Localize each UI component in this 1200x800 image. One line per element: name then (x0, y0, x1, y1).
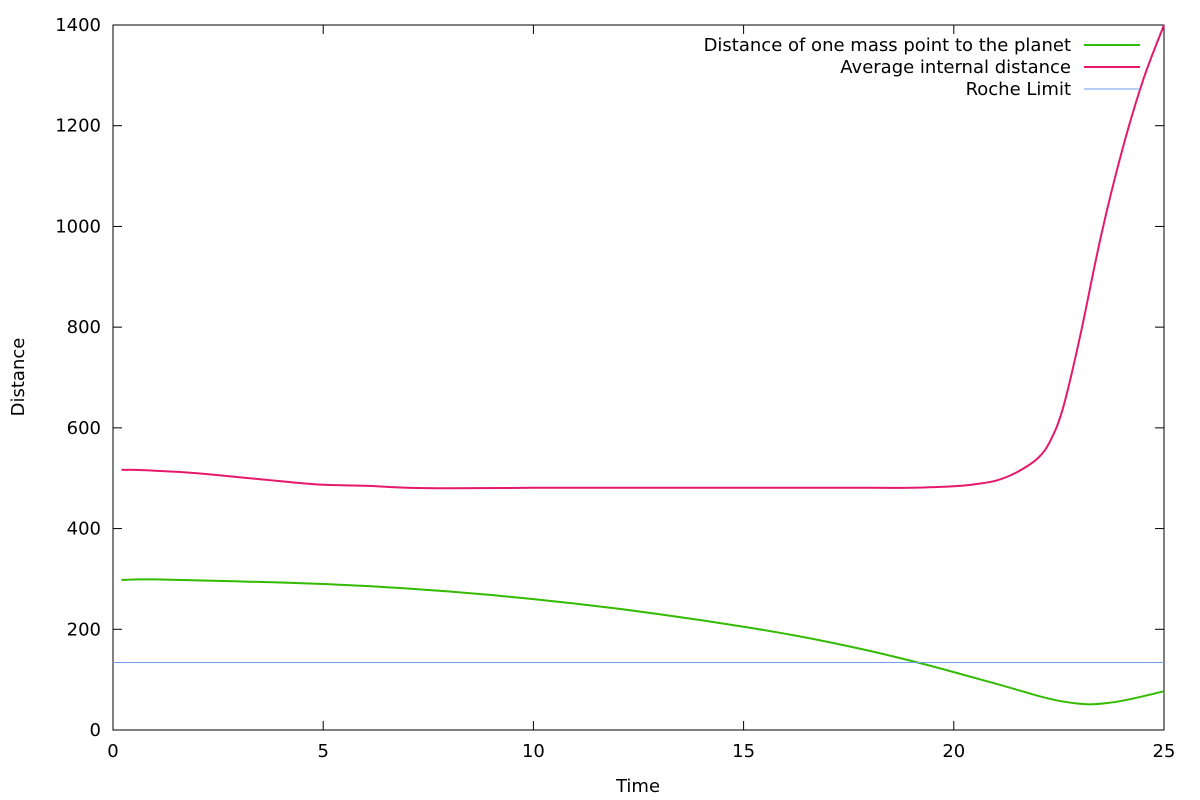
x-tick-label: 25 (1153, 741, 1176, 762)
x-tick-label: 15 (732, 741, 755, 762)
axis-tick-labels: 0 5 10 15 20 25 0 200 400 600 800 1000 1200 1400 (55, 15, 1175, 762)
y-tick-label: 1000 (55, 216, 101, 237)
y-tick-label: 1400 (55, 15, 101, 36)
series-line-1 (121, 578, 1165, 706)
y-tick-label: 1200 (55, 116, 101, 137)
legend-entry-label: Distance of one mass point to the planet (704, 35, 1071, 56)
y-tick-label: 200 (67, 619, 101, 640)
y-tick-label: 0 (90, 720, 101, 741)
series-line-2 (121, 24, 1165, 490)
series-layer (113, 24, 1165, 706)
plot-frame (112, 24, 1165, 731)
axis-ticks (112, 24, 1165, 731)
y-tick-label: 600 (67, 418, 101, 439)
y-axis-label: Distance (8, 338, 29, 417)
x-tick-label: 20 (942, 741, 965, 762)
y-tick-label: 400 (67, 519, 101, 540)
x-tick-label: 0 (107, 741, 118, 762)
x-tick-label: 5 (317, 741, 328, 762)
y-tick-label: 800 (67, 317, 101, 338)
legend: Distance of one mass point to the planet… (704, 35, 1140, 100)
legend-entry-label: Roche Limit (966, 79, 1071, 100)
x-axis-label: Time (615, 776, 660, 797)
x-tick-label: 10 (522, 741, 545, 762)
legend-entry-label: Average internal distance (840, 57, 1071, 78)
